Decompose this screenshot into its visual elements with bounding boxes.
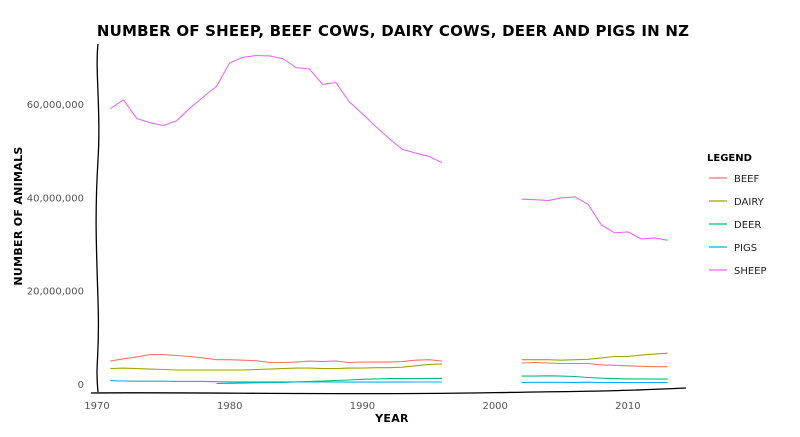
y-tick-label: 0	[78, 380, 84, 391]
legend-title: LEGEND	[707, 153, 752, 164]
y-axis-label: NUMBER OF ANIMALS	[12, 146, 25, 285]
x-axis-line	[90, 387, 687, 395]
legend-item-deer: DEER	[709, 220, 761, 231]
legend-label-deer: DEER	[734, 220, 761, 231]
x-axis-label: YEAR	[374, 412, 409, 425]
x-tick-label: 2000	[482, 401, 507, 412]
legend-item-pigs: PIGS	[709, 243, 757, 254]
legend-label-pigs: PIGS	[734, 243, 757, 254]
x-tick-label: 1980	[217, 401, 242, 412]
chart-title: NUMBER OF SHEEP, BEEF COWS, DAIRY COWS, …	[97, 22, 689, 40]
series-line-pigs	[110, 380, 668, 384]
plot-area	[109, 54, 668, 385]
x-tick-label: 2010	[615, 401, 640, 412]
legend: LEGEND BEEF DAIRY DEER PIGS SHEEP	[707, 153, 767, 277]
legend-item-sheep: SHEEP	[709, 266, 767, 277]
y-axis-line	[95, 43, 100, 393]
legend-label-dairy: DAIRY	[734, 197, 765, 208]
series-line-beef	[110, 354, 668, 368]
y-tick-label: 20,000,000	[27, 287, 84, 298]
legend-label-beef: BEEF	[734, 174, 759, 185]
legend-label-sheep: SHEEP	[734, 266, 767, 277]
x-axis-ticks: 1970 1980 1990 2000 2010	[84, 401, 640, 412]
x-tick-label: 1970	[84, 401, 109, 412]
series-line-dairy	[110, 352, 668, 371]
y-tick-label: 40,000,000	[27, 193, 84, 204]
y-axis-ticks: 0 20,000,000 40,000,000 60,000,000	[27, 100, 84, 391]
legend-item-dairy: DAIRY	[709, 197, 765, 208]
series-line-sheep	[109, 54, 668, 241]
x-tick-label: 1990	[350, 401, 375, 412]
legend-item-beef: BEEF	[709, 174, 759, 185]
series-line-deer	[216, 375, 668, 385]
y-tick-label: 60,000,000	[27, 100, 84, 111]
